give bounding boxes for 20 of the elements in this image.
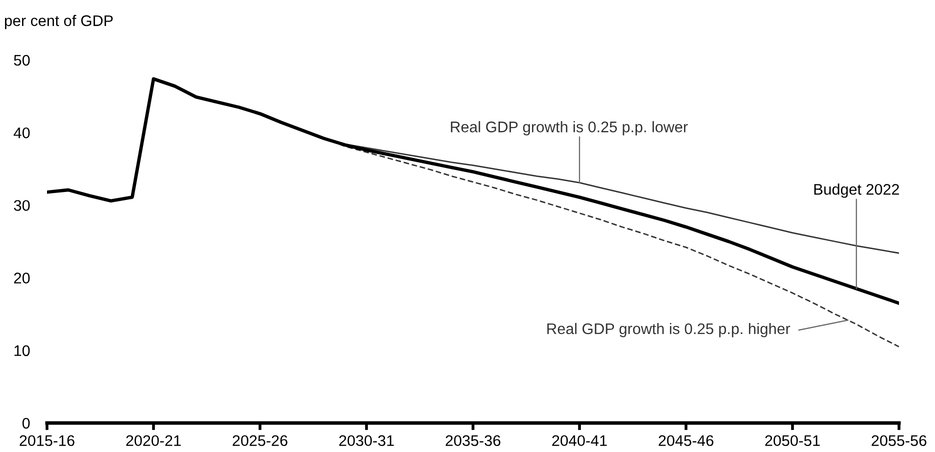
series-label: Real GDP growth is 0.25 p.p. higher [547,322,790,338]
x-tick-label: 2015-16 [20,435,74,446]
x-tick-label: 2030-31 [339,435,394,446]
series-label: Real GDP growth is 0.25 p.p. lower [450,121,688,136]
x-tick-label: 2055-56 [872,435,926,446]
y-tick-label: 50 [14,54,30,66]
y-axis-title: per cent of GDP [4,14,113,30]
x-tick-label: 2035-36 [446,435,500,446]
y-tick-label: 0 [22,418,30,429]
line-series [47,77,899,305]
x-tick-label: 2020-21 [126,435,181,446]
x-tick-label: 2045-46 [658,435,714,446]
y-tick-label: 10 [14,345,30,356]
y-tick-label: 40 [14,127,30,138]
y-tick-label: 20 [14,272,30,284]
x-tick-label: 2040-41 [552,435,607,446]
text: Budget 2022 [814,184,899,198]
y-tick-label: 30 [14,200,30,211]
x-tick-label: 2025-26 [232,435,288,446]
x-tick-label: 2050-51 [765,435,820,446]
